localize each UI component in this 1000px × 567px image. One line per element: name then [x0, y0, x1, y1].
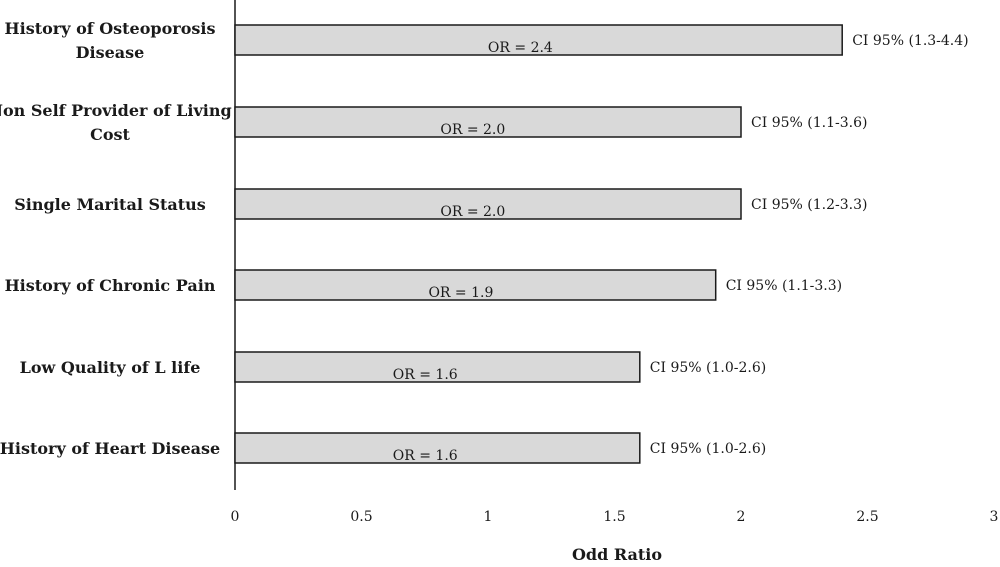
category-label-line: History of Heart Disease [0, 439, 220, 458]
category-label-5: History of Heart Disease [0, 439, 220, 458]
x-tick-label-2: 1 [484, 509, 493, 525]
x-tick-labels: 0 0.5 1 1.5 2 2.5 3 [231, 509, 999, 525]
bar-or-label-3: OR = 1.9 [428, 285, 493, 301]
bar-3 [234, 269, 717, 301]
bar-or-label-2: OR = 2.0 [440, 204, 505, 220]
x-axis-title: Odd Ratio [572, 545, 662, 564]
ci-label-2: CI 95% (1.2-3.3) [751, 197, 867, 213]
bar-1 [234, 106, 742, 138]
category-label-1: Non Self Provider of Living Cost [0, 101, 232, 144]
bar-or-label-5: OR = 1.6 [393, 448, 458, 464]
ci-label-3: CI 95% (1.1-3.3) [726, 278, 842, 294]
bar-or-label-4: OR = 1.6 [393, 367, 458, 383]
category-label-0: History of Osteoporosis Disease [5, 19, 216, 62]
category-label-3: History of Chronic Pain [5, 276, 216, 295]
ci-label-0: CI 95% (1.3-4.4) [852, 33, 968, 49]
category-label-4: Low Quality of L life [20, 358, 201, 377]
category-label-line: History of Osteoporosis [5, 19, 216, 38]
x-tick-label-5: 2.5 [856, 509, 878, 525]
x-tick-label-3: 1.5 [603, 509, 625, 525]
category-label-line: History of Chronic Pain [5, 276, 216, 295]
ci-label-4: CI 95% (1.0-2.6) [650, 360, 766, 376]
category-label-line: Single Marital Status [14, 195, 206, 214]
bars-layer: OR = 2.4 CI 95% (1.3-4.4) OR = 2.0 CI 95% (… [234, 24, 969, 464]
category-label-line: Non Self Provider of Living [0, 101, 232, 120]
category-labels: History of Osteoporosis Disease Non Self P… [0, 19, 232, 458]
bar-4 [234, 351, 641, 383]
bar-or-label-0: OR = 2.4 [488, 40, 553, 56]
bar-5 [234, 432, 641, 464]
ci-label-1: CI 95% (1.1-3.6) [751, 115, 867, 131]
x-tick-label-1: 0.5 [350, 509, 372, 525]
x-tick-label-4: 2 [737, 509, 746, 525]
bar-or-label-1: OR = 2.0 [440, 122, 505, 138]
category-label-line: Disease [76, 43, 145, 62]
category-label-line: Cost [90, 125, 130, 144]
ci-label-5: CI 95% (1.0-2.6) [650, 441, 766, 457]
x-tick-label-6: 3 [990, 509, 999, 525]
bar-2 [234, 188, 742, 220]
category-label-2: Single Marital Status [14, 195, 206, 214]
bar-0 [234, 24, 843, 56]
x-tick-label-0: 0 [231, 509, 240, 525]
category-label-line: Low Quality of L life [20, 358, 201, 377]
